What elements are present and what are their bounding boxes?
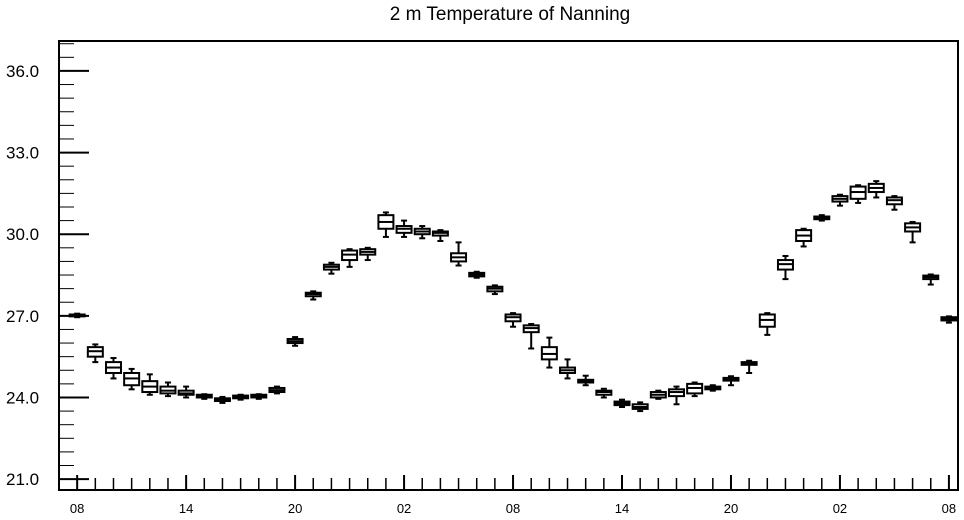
box-26 bbox=[395, 219, 413, 238]
box-8 bbox=[68, 312, 86, 319]
box-23 bbox=[341, 248, 359, 268]
box-series bbox=[68, 180, 958, 413]
box-19 bbox=[268, 385, 286, 395]
box-34 bbox=[540, 336, 558, 369]
box-35 bbox=[559, 358, 577, 380]
box-47 bbox=[776, 254, 794, 281]
box-25 bbox=[377, 211, 395, 238]
box-32 bbox=[504, 312, 522, 328]
box-43 bbox=[704, 384, 722, 392]
x-tick-label: 14 bbox=[615, 501, 629, 516]
box-40 bbox=[649, 389, 667, 400]
box-24 bbox=[359, 246, 377, 262]
box-18 bbox=[250, 393, 268, 400]
chart-title: 2 m Temperature of Nanning bbox=[389, 4, 631, 25]
y-tick-label: 33.0 bbox=[6, 144, 39, 163]
x-axis: 08 14 20 02 08 14 20 02 08 bbox=[70, 475, 956, 516]
box-10 bbox=[104, 357, 122, 380]
box-15 bbox=[195, 393, 213, 400]
x-tick-label: 08 bbox=[506, 501, 520, 516]
box-54 bbox=[904, 220, 922, 244]
x-tick-label: 20 bbox=[724, 501, 738, 516]
box-29 bbox=[450, 241, 468, 267]
box-11 bbox=[123, 367, 141, 391]
y-tick-label: 36.0 bbox=[6, 62, 39, 81]
box-28 bbox=[431, 229, 449, 243]
box-56 bbox=[940, 315, 958, 324]
y-tick-label: 21.0 bbox=[6, 470, 39, 489]
y-axis: 21.0 24.0 27.0 30.0 33.0 36.0 bbox=[6, 43, 89, 489]
box-13 bbox=[159, 381, 177, 398]
box-30 bbox=[468, 270, 486, 279]
box-44 bbox=[722, 375, 740, 387]
box-49 bbox=[813, 214, 831, 222]
x-tick-label: 08 bbox=[70, 501, 84, 516]
box-14 bbox=[177, 385, 195, 399]
box-12 bbox=[141, 373, 159, 396]
box-45 bbox=[740, 359, 758, 374]
box-51 bbox=[849, 184, 867, 204]
box-20 bbox=[286, 336, 304, 347]
box-53 bbox=[885, 195, 903, 211]
box-46 bbox=[758, 312, 776, 336]
y-tick-label: 30.0 bbox=[6, 225, 39, 244]
box-38 bbox=[613, 398, 631, 409]
box-21 bbox=[304, 290, 322, 301]
box-31 bbox=[486, 284, 504, 296]
box-9 bbox=[86, 343, 104, 364]
x-tick-label: 02 bbox=[397, 501, 411, 516]
box-16 bbox=[213, 395, 231, 404]
x-tick-label: 02 bbox=[833, 501, 847, 516]
x-tick-label: 14 bbox=[179, 501, 193, 516]
box-36 bbox=[577, 374, 595, 387]
x-tick-label: 20 bbox=[288, 501, 302, 516]
x-tick-label: 08 bbox=[942, 501, 956, 516]
y-tick-label: 27.0 bbox=[6, 307, 39, 326]
box-52 bbox=[867, 180, 885, 199]
box-48 bbox=[795, 227, 813, 248]
box-22 bbox=[322, 261, 340, 275]
y-tick-label: 24.0 bbox=[6, 388, 39, 407]
box-33 bbox=[522, 323, 540, 350]
box-50 bbox=[831, 193, 849, 207]
box-41 bbox=[667, 385, 685, 406]
box-42 bbox=[686, 381, 704, 398]
box-55 bbox=[922, 273, 940, 286]
box-17 bbox=[232, 393, 250, 401]
box-27 bbox=[413, 225, 431, 240]
box-39 bbox=[631, 401, 649, 413]
plot-frame bbox=[58, 40, 959, 491]
box-37 bbox=[595, 387, 613, 399]
